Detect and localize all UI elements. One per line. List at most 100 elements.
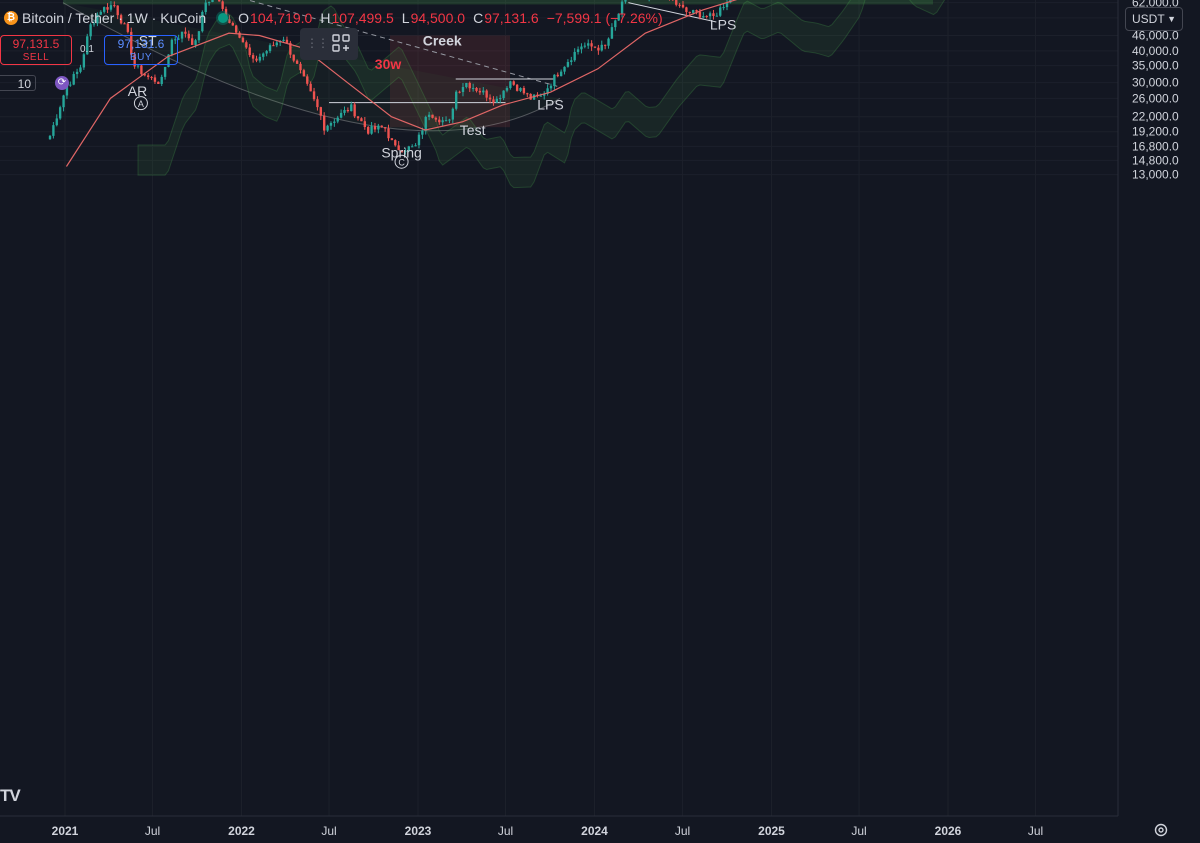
candle <box>566 59 570 68</box>
candle <box>515 84 519 92</box>
time-tick-label: 2025 <box>758 824 785 838</box>
candle <box>553 74 556 90</box>
candle-body <box>519 88 522 91</box>
candle-body <box>414 145 417 147</box>
candle-body <box>123 23 126 25</box>
candle-body <box>265 51 268 54</box>
candle-body <box>502 90 505 99</box>
candle-body <box>207 2 211 4</box>
candle <box>367 125 370 135</box>
candle <box>678 3 681 8</box>
candle <box>82 52 86 70</box>
candle-body <box>722 7 725 9</box>
candle-body <box>495 98 499 103</box>
candle <box>715 12 719 17</box>
candle <box>157 81 160 84</box>
candle <box>570 56 573 66</box>
candle <box>126 22 130 34</box>
candle <box>482 87 485 95</box>
candle <box>705 15 708 19</box>
candle <box>427 111 431 121</box>
candle-body <box>444 120 448 122</box>
candle-body <box>218 0 221 2</box>
candle-body <box>482 90 485 93</box>
symbol-title[interactable]: Bitcoin / Tether · 1W · KuCoin <box>22 10 207 26</box>
candle-body <box>725 2 729 8</box>
high-value: 107,499.5 <box>331 10 394 26</box>
candle-body <box>89 24 92 37</box>
sell-button[interactable]: 97,131.5 SELL <box>0 35 72 65</box>
candle <box>292 54 295 63</box>
time-tick-label: Jul <box>498 824 513 838</box>
price-tick-label: 30,000.0 <box>1132 76 1179 90</box>
quantity-input[interactable]: 10 <box>0 75 36 91</box>
open-value: 104,719.0 <box>250 10 313 26</box>
candle-body <box>79 67 82 72</box>
candle-body <box>153 77 157 82</box>
candle-body <box>58 107 62 119</box>
candle <box>603 44 607 50</box>
candle <box>282 36 285 42</box>
candle <box>380 125 383 128</box>
candle <box>502 90 505 101</box>
candle-body <box>140 65 143 75</box>
candle <box>712 9 715 20</box>
candle-body <box>109 5 113 10</box>
candle-body <box>485 90 488 98</box>
ma-30w-line <box>65 0 738 167</box>
candle <box>312 87 316 102</box>
candle <box>363 116 366 130</box>
candle <box>519 87 522 93</box>
candle <box>343 106 346 116</box>
candle-body <box>471 87 475 89</box>
candle-body <box>678 4 681 6</box>
bitcoin-icon: ₿ <box>4 11 18 25</box>
drag-handle-icon[interactable]: ⋮⋮ <box>306 36 329 50</box>
price-tick-label: 46,000.0 <box>1132 29 1179 43</box>
candle <box>350 101 353 112</box>
change-value: −7,599.1 (−7.26%) <box>546 10 663 26</box>
candle-body <box>255 58 258 61</box>
candle-body <box>617 13 620 21</box>
candle <box>448 118 451 124</box>
candle-body <box>245 42 248 48</box>
candle-body <box>299 63 302 71</box>
resistance-zone <box>63 0 933 5</box>
candle-body <box>580 46 583 50</box>
candle <box>576 46 580 55</box>
time-tick-label: 2021 <box>52 824 79 838</box>
candle <box>258 53 262 63</box>
gear-icon[interactable] <box>1153 822 1169 838</box>
chevron-down-icon: ▼ <box>1167 14 1176 24</box>
candle <box>184 27 187 38</box>
buy-button[interactable]: 97,131.6 BUY <box>104 35 178 65</box>
close-value: 97,131.6 <box>484 10 539 26</box>
candle <box>309 81 312 92</box>
candle <box>275 40 278 48</box>
candle-body <box>556 74 559 77</box>
add-layout-icon[interactable] <box>332 34 350 52</box>
candle-body <box>157 81 160 84</box>
candle-body <box>96 14 99 24</box>
candle-body <box>201 11 204 32</box>
candle-body <box>69 84 72 86</box>
candle-body <box>72 74 75 85</box>
candle-body <box>620 1 624 14</box>
candle-body <box>367 127 370 134</box>
candle <box>299 61 302 74</box>
candle <box>75 68 79 79</box>
price-axis-panel <box>1118 0 1200 843</box>
buy-label: BUY <box>129 52 153 63</box>
candle <box>99 10 102 16</box>
candle-body <box>167 54 170 67</box>
candle-body <box>353 104 356 117</box>
currency-select[interactable]: USDT ▼ <box>1125 7 1183 31</box>
candle <box>407 145 411 152</box>
candle <box>377 123 380 134</box>
candle-body <box>417 134 421 146</box>
refresh-icon[interactable]: ⟳ <box>55 76 69 90</box>
time-tick-label: Jul <box>321 824 336 838</box>
candle <box>89 22 92 41</box>
candle-body <box>177 38 180 40</box>
